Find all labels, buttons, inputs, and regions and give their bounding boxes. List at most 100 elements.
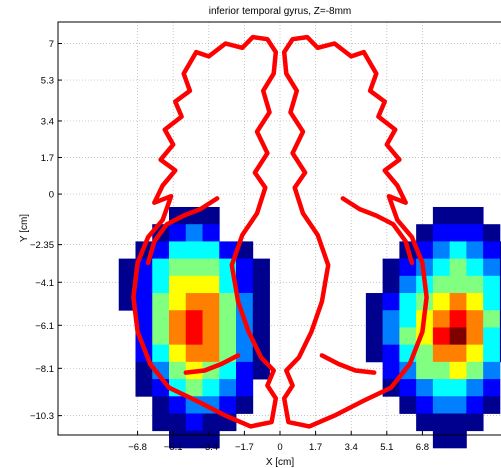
heatmap-cell-1-3-7	[449, 258, 467, 277]
heatmap-cell-0-10-1	[135, 379, 153, 397]
heatmap-cell-1-5-7	[449, 293, 467, 311]
heatmap-cell-1-5-10	[499, 293, 501, 311]
left-hemisphere-outline	[131, 34, 279, 429]
heatmap-cell-0-8-2	[152, 344, 170, 363]
heatmap-cell-0-4-4	[185, 275, 203, 294]
heatmap-cell-0-3-2	[152, 258, 170, 277]
heatmap-cell-0-7-2	[152, 327, 170, 346]
heatmap-cell-1-8-5	[416, 344, 434, 363]
heatmap-cell-1-8-2	[365, 344, 384, 363]
heatmap-cell-0-6-5	[202, 310, 220, 328]
heatmap-cell-0-10-5	[202, 379, 220, 397]
heatmap-cell-0-6-4	[185, 310, 203, 328]
heatmap-cell-0-3-3	[169, 258, 187, 277]
heatmap-cell-1-4-10	[499, 275, 501, 294]
y-tick-label-0: 7	[49, 39, 54, 50]
heatmap-cell-0-2-3	[169, 241, 187, 260]
heatmap-cell-1-2-6	[432, 241, 451, 260]
heatmap-cell-1-7-7	[449, 327, 467, 346]
heatmap-cell-1-3-3	[382, 258, 400, 277]
heatmap-cell-0-9-3	[169, 361, 187, 380]
heatmap-cell-1-6-4	[399, 310, 417, 328]
heatmap-cell-1-4-3	[382, 275, 400, 294]
heatmap-cell-1-3-8	[466, 258, 484, 277]
heatmap-cell-1-6-10	[499, 310, 501, 328]
right-lower-sulcus-outline	[319, 353, 377, 375]
heatmap-cell-0-9-7	[236, 361, 254, 380]
heatmap-cell-0-7-8	[252, 327, 270, 346]
heatmap-cell-1-7-9	[483, 327, 501, 346]
heatmap-cell-1-6-7	[449, 310, 467, 328]
right-temporal-lobe-outline	[340, 196, 415, 266]
x-tick-label-3: −1.7	[235, 442, 254, 453]
heatmap-cell-0-12-5	[202, 413, 220, 432]
x-tick-label-1: −5.1	[164, 442, 183, 453]
heatmap-cell-0-11-2	[152, 396, 170, 414]
heatmap-cell-1-8-8	[466, 344, 484, 363]
heatmap-cell-1-9-5	[416, 361, 434, 380]
y-tick-label-5: −2.35	[30, 240, 54, 251]
heatmap-cell-1-5-4	[399, 293, 417, 311]
heatmap-cell-0-4-3	[169, 275, 187, 294]
heatmap-cell-0-3-8	[252, 258, 270, 277]
heatmap-cell-1-8-6	[432, 344, 451, 363]
heatmap-cell-1-4-4	[399, 275, 417, 294]
heatmap-cell-0-1-4	[185, 224, 203, 242]
heatmap-cell-1-10-5	[416, 379, 434, 397]
heatmap-cell-0-3-0	[118, 258, 136, 277]
left-lower-sulcus-outline	[183, 353, 241, 375]
heatmap-cell-0-5-1	[135, 293, 153, 311]
heatmap-cell-1-4-9	[483, 275, 501, 294]
heatmap-cell-1-7-3	[382, 327, 400, 346]
heatmap-cell-1-9-7	[449, 361, 467, 380]
chart-title: inferior temporal gyrus, Z=-8mm	[209, 6, 352, 17]
heatmap-cell-0-11-3	[169, 396, 187, 414]
heatmap-cell-0-7-4	[185, 327, 203, 346]
heatmap-cell-1-1-9	[483, 224, 501, 242]
heatmap-cell-1-8-3	[382, 344, 400, 363]
heatmap-cell-0-10-7	[236, 379, 254, 397]
heatmap-cell-1-6-2	[365, 310, 384, 328]
heatmap-cell-1-10-4	[399, 379, 417, 397]
heatmap-cell-1-9-6	[432, 361, 451, 380]
heatmap-cell-1-7-2	[365, 327, 384, 346]
heatmap-cell-1-8-9	[483, 344, 501, 363]
y-axis-label: Y [cm]	[19, 214, 30, 242]
heatmap-cell-0-5-2	[152, 293, 170, 311]
heatmap-cell-0-7-3	[169, 327, 187, 346]
heatmap-cell-1-9-9	[483, 361, 501, 380]
heatmap-cell-0-3-7	[236, 258, 254, 277]
heatmap-cell-0-2-5	[202, 241, 220, 260]
heatmap-cell-1-1-7	[449, 224, 467, 242]
heatmap-cell-0-9-8	[252, 361, 270, 380]
heatmap-cell-1-2-10	[499, 241, 501, 260]
heatmap-cell-1-11-4	[399, 396, 417, 414]
heatmap-cell-1-13-7	[449, 430, 467, 449]
heatmap-cell-0-2-6	[219, 241, 237, 260]
heatmap-cell-1-5-8	[466, 293, 484, 311]
heatmap-cell-1-1-5	[416, 224, 434, 242]
heatmap-cell-1-13-6	[432, 430, 451, 449]
heatmap-cell-0-5-6	[219, 293, 237, 311]
y-tick-label-9: −10.3	[30, 411, 54, 422]
heatmap-cell-1-7-4	[399, 327, 417, 346]
heatmap-cell-0-8-7	[236, 344, 254, 363]
y-tick-label-4: 0	[49, 190, 54, 201]
heatmap-cell-1-6-9	[483, 310, 501, 328]
heatmap-cell-1-11-5	[416, 396, 434, 414]
heatmap-cell-1-7-8	[466, 327, 484, 346]
heatmap-cell-0-3-4	[185, 258, 203, 277]
heatmap-cell-1-12-8	[466, 413, 484, 432]
heatmap-cell-1-4-8	[466, 275, 484, 294]
heatmap-cell-1-5-2	[365, 293, 384, 311]
heatmap-cell-0-3-5	[202, 258, 220, 277]
heatmap-cell-0-0-5	[202, 206, 220, 225]
heatmap-cell-0-4-0	[118, 275, 136, 294]
heatmap-cell-0-9-1	[135, 361, 153, 380]
heatmap-cell-0-8-3	[169, 344, 187, 363]
heatmap-cell-1-9-3	[382, 361, 400, 380]
x-tick-label-7: 5.1	[380, 442, 393, 453]
heatmap-cell-0-5-3	[169, 293, 187, 311]
heatmap-cell-1-12-6	[432, 413, 451, 432]
